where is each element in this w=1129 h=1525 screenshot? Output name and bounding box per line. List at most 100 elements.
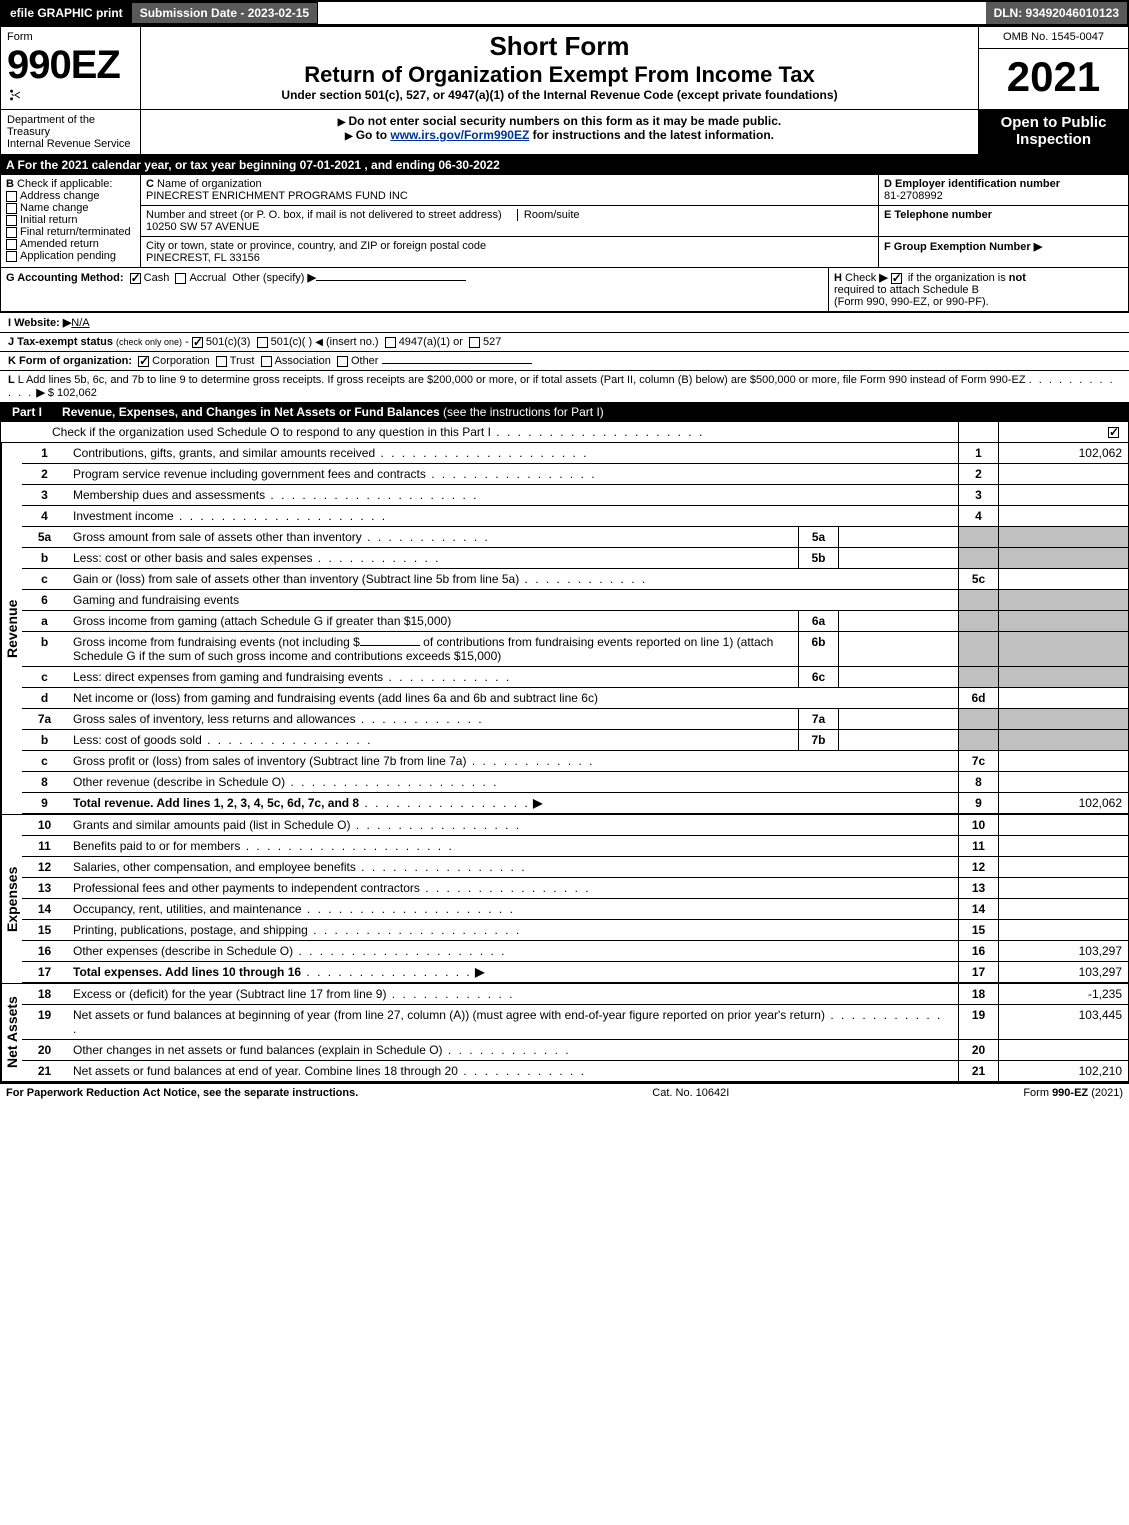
line-21-desc: Net assets or fund balances at end of ye… [73, 1064, 458, 1078]
line-6b-contrib-field[interactable] [360, 645, 420, 646]
org-name: PINECREST ENRICHMENT PROGRAMS FUND INC [146, 190, 408, 202]
line-5c-num: 5c [958, 569, 998, 589]
line-17-desc: Total expenses. Add lines 10 through 16 [73, 965, 301, 979]
checkbox-name-change[interactable] [6, 203, 17, 214]
org-city: PINECREST, FL 33156 [146, 252, 260, 264]
checkbox-527[interactable] [469, 337, 480, 348]
line-l: L L Add lines 5b, 6c, and 7b to line 9 t… [0, 370, 1129, 402]
line-13-amount [998, 878, 1128, 898]
open-to-public-inspection: Open to Public Inspection [979, 110, 1129, 155]
line-g-h: G Accounting Method: Cash Accrual Other … [0, 268, 1129, 312]
label-other-specify: Other (specify) [232, 272, 304, 284]
line-5a-sub: 5a [798, 527, 838, 547]
line-18-amount: -1,235 [998, 984, 1128, 1004]
checkbox-association[interactable] [261, 356, 272, 367]
box-c-label: C [146, 178, 154, 190]
line-16-amount: 103,297 [998, 941, 1128, 961]
label-name-change: Name change [20, 202, 89, 214]
checkbox-501c3[interactable] [192, 337, 203, 348]
checkbox-initial-return[interactable] [6, 215, 17, 226]
line-5a-val [838, 527, 958, 547]
line-5b-sub: 5b [798, 548, 838, 568]
line-7b-sub: 7b [798, 730, 838, 750]
ssn-warning: Do not enter social security numbers on … [147, 114, 972, 128]
checkbox-schedule-b-not-required[interactable] [891, 273, 902, 284]
label-other-org: Other [351, 355, 379, 367]
line-6b-sub: 6b [798, 632, 838, 666]
line-4-desc: Investment income [73, 509, 174, 523]
line-6d-amount [998, 688, 1128, 708]
ein-value: 81-2708992 [884, 190, 943, 202]
checkbox-schedule-o-used[interactable] [1108, 427, 1119, 438]
line-10-num: 10 [958, 815, 998, 835]
other-org-field[interactable] [382, 363, 532, 364]
box-h-text3: required to attach Schedule B [834, 284, 979, 296]
line-7a-val [838, 709, 958, 729]
checkbox-address-change[interactable] [6, 191, 17, 202]
line-6-desc: Gaming and fundraising events [67, 590, 958, 610]
line-6d-num: 6d [958, 688, 998, 708]
line-6c-sub: 6c [798, 667, 838, 687]
line-6c-val [838, 667, 958, 687]
org-street: 10250 SW 57 AVENUE [146, 221, 260, 233]
line-19-amount: 103,445 [998, 1005, 1128, 1039]
box-h-text2: if the organization is [908, 272, 1006, 284]
line-13-num: 13 [958, 878, 998, 898]
checkbox-trust[interactable] [216, 356, 227, 367]
line-8-desc: Other revenue (describe in Schedule O) [73, 775, 285, 789]
subtitle: Under section 501(c), 527, or 4947(a)(1)… [147, 88, 972, 102]
irs-link[interactable]: www.irs.gov/Form990EZ [390, 128, 529, 142]
checkbox-cash[interactable] [130, 273, 141, 284]
line-8-num: 8 [958, 772, 998, 792]
footer-right: Form 990-EZ (2021) [1023, 1087, 1123, 1099]
line-18-desc: Excess or (deficit) for the year (Subtra… [73, 987, 386, 1001]
line-a-tax-year: A For the 2021 calendar year, or tax yea… [0, 155, 1129, 174]
checkbox-other-org[interactable] [337, 356, 348, 367]
line-10-desc: Grants and similar amounts paid (list in… [73, 818, 350, 832]
line-6c-desc: Less: direct expenses from gaming and fu… [73, 670, 383, 684]
instructions-link-row: Go to www.irs.gov/Form990EZ for instruct… [147, 128, 972, 142]
label-initial-return: Initial return [20, 214, 77, 226]
line-15-num: 15 [958, 920, 998, 940]
line-6a-sub: 6a [798, 611, 838, 631]
box-e-label: E Telephone number [884, 209, 992, 221]
efile-print-button[interactable]: efile GRAPHIC print [2, 2, 131, 24]
label-501c: 501(c)( ) [271, 336, 313, 348]
title-short-form: Short Form [147, 31, 972, 62]
checkbox-final-return[interactable] [6, 227, 17, 238]
label-amended-return: Amended return [20, 238, 99, 250]
omb-number: OMB No. 1545-0047 [979, 27, 1129, 49]
checkbox-application-pending[interactable] [6, 251, 17, 262]
checkbox-accrual[interactable] [175, 273, 186, 284]
line-6a-desc: Gross income from gaming (attach Schedul… [73, 614, 451, 628]
label-cash: Cash [144, 272, 170, 284]
checkbox-amended-return[interactable] [6, 239, 17, 250]
form-label: Form [7, 31, 134, 43]
line-1-desc: Contributions, gifts, grants, and simila… [73, 446, 375, 460]
line-14-num: 14 [958, 899, 998, 919]
box-c-city-label: City or town, state or province, country… [146, 240, 486, 252]
line-j-label: J Tax-exempt status [8, 336, 113, 348]
other-specify-field[interactable] [316, 280, 466, 281]
checkbox-501c[interactable] [257, 337, 268, 348]
net-assets-vlabel: Net Assets [1, 984, 22, 1081]
box-c-name-label: Name of organization [157, 178, 262, 190]
checkbox-4947[interactable] [385, 337, 396, 348]
line-16-num: 16 [958, 941, 998, 961]
box-h-text4: (Form 990, 990-EZ, or 990-PF). [834, 296, 989, 308]
line-17-amount: 103,297 [998, 962, 1128, 982]
line-5c-amount [998, 569, 1128, 589]
line-1-amount: 102,062 [998, 443, 1128, 463]
line-l-amount: $ 102,062 [48, 387, 97, 399]
line-9-desc: Total revenue. Add lines 1, 2, 3, 4, 5c,… [73, 796, 359, 810]
cut-icon [7, 88, 21, 102]
checkbox-corporation[interactable] [138, 356, 149, 367]
label-application-pending: Application pending [20, 250, 116, 262]
label-accrual: Accrual [189, 272, 226, 284]
line-6b-val [838, 632, 958, 666]
line-k-label: K Form of organization: [8, 355, 132, 367]
line-11-desc: Benefits paid to or for members [73, 839, 240, 853]
box-b-label: B [6, 178, 14, 190]
box-h-label: H [834, 272, 842, 284]
line-11-amount [998, 836, 1128, 856]
